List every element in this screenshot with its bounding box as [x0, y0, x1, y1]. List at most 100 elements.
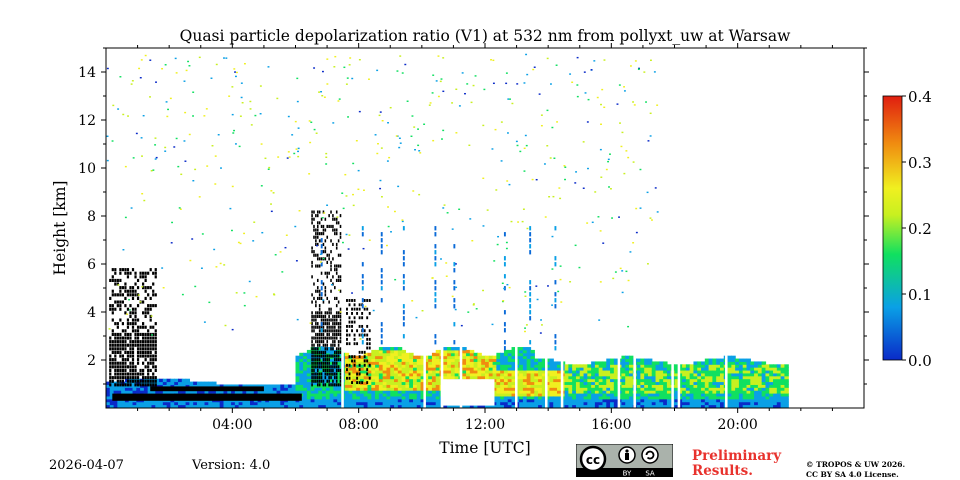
heatmap-cell	[530, 370, 535, 374]
cloud-cell	[318, 232, 321, 236]
heatmap-cell	[394, 384, 399, 388]
heatmap-cell	[636, 361, 642, 365]
noise-speckle	[639, 168, 642, 171]
cloud-cell	[318, 210, 321, 214]
heatmap-cell	[325, 381, 331, 385]
cloud-cell	[114, 322, 117, 326]
heatmap-cell	[519, 367, 524, 371]
heatmap-cell	[359, 361, 365, 365]
heatmap-cell	[412, 398, 418, 403]
cloud-cell	[313, 210, 315, 214]
heatmap-cell	[500, 352, 505, 357]
cloud-cell	[315, 354, 317, 358]
heatmap-cell	[322, 349, 327, 354]
heatmap-cell	[382, 355, 388, 360]
heatmap-cell	[359, 390, 365, 394]
heatmap-cell	[450, 349, 456, 354]
heatmap-cell	[496, 375, 501, 380]
noise-speckle	[260, 185, 263, 187]
heatmap-cell	[761, 375, 767, 380]
heatmap-cell	[742, 404, 748, 408]
heatmap-cell	[761, 370, 767, 374]
heatmap-cell	[359, 404, 365, 408]
heatmap-cell	[140, 404, 145, 408]
cloud-cell	[147, 365, 150, 369]
cloud-cell	[320, 361, 323, 365]
heatmap-cell	[704, 404, 710, 408]
heatmap-cell	[378, 398, 384, 403]
heatmap-cell	[719, 361, 725, 365]
noise-speckle	[223, 57, 225, 59]
heatmap-cell	[663, 387, 668, 391]
heatmap-cell	[735, 358, 740, 362]
heatmap-cell	[212, 404, 217, 408]
heatmap-cell	[303, 358, 308, 362]
noise-speckle	[546, 145, 549, 147]
heatmap-cell	[329, 349, 335, 354]
heatmap-cell	[640, 370, 645, 374]
cloud-cell	[339, 235, 342, 239]
noise-speckle	[600, 176, 603, 178]
heatmap-cell	[284, 390, 289, 394]
heatmap-cell	[515, 352, 520, 357]
cloud-cell	[131, 289, 135, 293]
heatmap-cell	[295, 390, 300, 394]
heatmap-cell	[530, 384, 535, 388]
heatmap-cell	[140, 390, 145, 394]
cloud-cell	[311, 217, 313, 221]
heatmap-cell	[257, 390, 263, 394]
heatmap-cell	[719, 396, 725, 400]
heatmap-cell	[613, 398, 619, 403]
heatmap-cell	[424, 372, 429, 377]
heatmap-cell	[329, 387, 335, 391]
heatmap-cell	[109, 396, 115, 400]
heatmap-cell	[746, 381, 751, 385]
heatmap-cell	[579, 396, 585, 400]
heatmap-cell	[541, 384, 547, 388]
aerosol-streak	[380, 250, 383, 255]
aerosol-streak	[453, 286, 456, 291]
cloud-cell	[335, 332, 338, 336]
cloud-cell	[119, 304, 122, 308]
cloud-cell	[322, 329, 325, 333]
heatmap-cell	[636, 364, 642, 368]
heatmap-cell	[306, 358, 312, 362]
cloud-cell	[124, 332, 127, 336]
heatmap-cell	[602, 378, 607, 383]
heatmap-cell	[579, 390, 585, 394]
heatmap-cell	[659, 387, 664, 391]
heatmap-cell	[682, 401, 687, 406]
heatmap-cell	[318, 347, 323, 351]
heatmap-cell	[106, 396, 111, 400]
noise-speckle	[611, 217, 614, 219]
noise-speckle	[656, 211, 659, 213]
cloud-cell	[109, 354, 112, 358]
cloud-cell	[316, 253, 319, 257]
noise-speckle	[451, 295, 454, 298]
heatmap-cell	[378, 378, 384, 383]
heatmap-cell	[594, 398, 600, 403]
heatmap-cell	[534, 387, 539, 391]
heatmap-cell	[147, 404, 153, 408]
heatmap-cell	[773, 375, 778, 380]
heatmap-cell	[776, 401, 782, 406]
noise-speckle	[161, 68, 164, 70]
heatmap-cell	[773, 364, 778, 368]
cloud-cell	[139, 271, 142, 275]
noise-speckle	[243, 304, 246, 307]
heatmap-cell	[356, 387, 361, 391]
heatmap-cell	[682, 372, 687, 377]
noise-speckle	[493, 260, 496, 262]
cloud-cell	[311, 361, 313, 365]
cloud-cell	[315, 304, 317, 308]
heatmap-cell	[534, 367, 539, 371]
heatmap-cell	[678, 390, 683, 394]
cloud-cell	[114, 332, 117, 336]
heatmap-cell	[329, 404, 335, 408]
heatmap-cell	[553, 401, 558, 406]
heatmap-cell	[784, 384, 789, 388]
heatmap-cell	[196, 404, 202, 408]
heatmap-cell	[693, 381, 698, 385]
heatmap-cell	[583, 367, 588, 371]
heatmap-cell	[257, 384, 263, 388]
